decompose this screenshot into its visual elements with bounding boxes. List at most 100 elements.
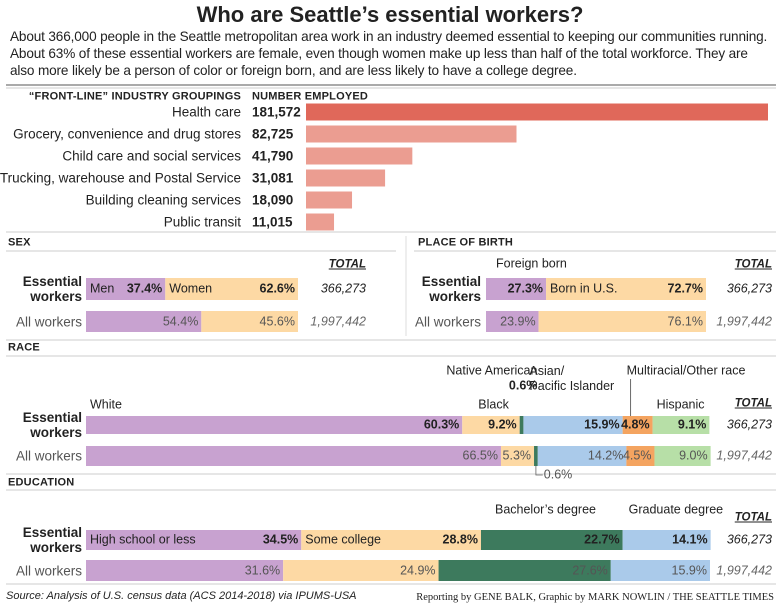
bar-segment: [86, 530, 302, 550]
value-label: 5.3%: [502, 448, 532, 463]
series-label: Hispanic: [656, 397, 705, 412]
bar-segment: [86, 311, 202, 332]
value-label: 45.6%: [259, 314, 295, 328]
value-label: 4.5%: [622, 448, 652, 463]
category-label: Trucking, warehouse and Postal Service: [0, 170, 241, 186]
bar: [306, 213, 335, 231]
leader-line: [535, 466, 543, 476]
bar-segment: [283, 560, 439, 581]
value-label: 181,572: [252, 104, 301, 120]
section-header: EDUCATION: [8, 476, 75, 489]
bar: [306, 191, 353, 209]
bar-segment: [486, 278, 547, 300]
value-label: 18,090: [252, 192, 294, 208]
series-label: White: [90, 397, 122, 412]
bar-segment: [610, 560, 710, 581]
section-header: RACE: [8, 341, 40, 354]
series-label: Bachelor’s degree: [494, 502, 596, 517]
value-label: 66.5%: [462, 448, 498, 463]
row-label: All workers: [15, 314, 82, 329]
series-label: Graduate degree: [628, 502, 724, 517]
value-label: 41,790: [252, 148, 294, 164]
category-label: Child care and social services: [62, 148, 241, 164]
row-label: Essential workers: [22, 525, 82, 555]
title: Who are Seattle’s essential workers?: [196, 2, 584, 27]
bar-segment: [546, 278, 706, 300]
value-label: 14.2%: [587, 448, 624, 463]
total-header: TOTAL: [328, 258, 366, 271]
row-label: All workers: [15, 563, 82, 578]
series-label: Native American: [446, 363, 538, 378]
value-label: 54.4%: [162, 314, 199, 328]
section-header: PLACE OF BIRTH: [418, 236, 514, 249]
bar-segment: [500, 446, 535, 466]
bar-segment: [201, 311, 298, 332]
value-label: 15.9%: [584, 417, 620, 432]
value-label: 31,081: [252, 170, 294, 186]
row-label: All workers: [414, 314, 481, 329]
total-value: 1,997,442: [716, 448, 772, 463]
bar-segment: [652, 416, 710, 434]
category-label: Health care: [171, 104, 241, 120]
column-header: NUMBER EMPLOYED: [252, 90, 369, 103]
value-label: 60.3%: [423, 417, 460, 432]
bar-segment: [538, 311, 706, 332]
value-label: 11,015: [252, 214, 293, 230]
bar-segment: [519, 416, 524, 434]
total-header: TOTAL: [734, 258, 772, 271]
value-label: 37.4%: [126, 281, 163, 296]
bar-segment: [622, 416, 653, 434]
row-label: Essential workers: [22, 274, 82, 304]
value-label: 72.7%: [667, 281, 703, 296]
total-value: 366,273: [726, 417, 772, 432]
bar-segment: [438, 560, 611, 581]
value-label: 0.6%: [508, 378, 538, 393]
bar-segment: [486, 311, 539, 332]
category-label: Public transit: [163, 214, 241, 230]
series-label: Multiracial/Other race: [626, 363, 746, 378]
value-label: 76.1%: [667, 314, 703, 328]
value-label: 28.8%: [442, 532, 478, 547]
series-label: Foreign born: [496, 256, 567, 271]
value-label: 82,725: [252, 126, 294, 142]
total-header: TOTAL: [734, 511, 772, 524]
value-label: 9.1%: [677, 417, 707, 432]
row-label: Essential workers: [22, 410, 82, 440]
series-label: Women: [169, 281, 213, 296]
total-header: TOTAL: [734, 397, 772, 410]
bar-segment: [86, 446, 501, 466]
bar-segment: [86, 560, 284, 581]
total-value: 1,997,442: [716, 563, 772, 577]
bar-segment: [654, 446, 711, 466]
value-label: 15.9%: [671, 563, 707, 577]
bar-segment: [86, 416, 463, 434]
series-label: Asian/ Pacific Islander: [529, 364, 615, 393]
bar-segment: [165, 278, 298, 300]
value-label: 24.9%: [400, 563, 436, 577]
credit: Reporting by GENE BALK, Graphic by MARK …: [416, 592, 774, 603]
series-label: Born in U.S.: [550, 281, 618, 296]
bar: [306, 103, 768, 121]
bar: [306, 125, 517, 143]
value-label: 31.6%: [244, 563, 281, 577]
total-value: 1,997,442: [310, 314, 366, 328]
total-value: 1,997,442: [716, 314, 772, 328]
value-label: 22.7%: [584, 532, 620, 547]
category-label: Building cleaning services: [85, 192, 241, 208]
bar-segment: [523, 416, 623, 434]
series-label: Men: [90, 281, 115, 296]
total-value: 366,273: [320, 281, 366, 296]
bar-segment: [622, 530, 711, 550]
value-label: 34.5%: [262, 532, 299, 547]
total-value: 366,273: [726, 532, 772, 547]
bar-segment: [86, 278, 166, 300]
total-value: 366,273: [726, 281, 772, 296]
value-label: 27.6%: [572, 563, 608, 577]
value-label: 0.6%: [543, 467, 573, 482]
series-label: Some college: [305, 532, 382, 547]
bar-segment: [626, 446, 655, 466]
value-label: 27.3%: [507, 281, 544, 296]
column-header: “FRONT-LINE” INDUSTRY GROUPINGS: [28, 90, 241, 103]
value-label: 9.2%: [488, 417, 517, 432]
